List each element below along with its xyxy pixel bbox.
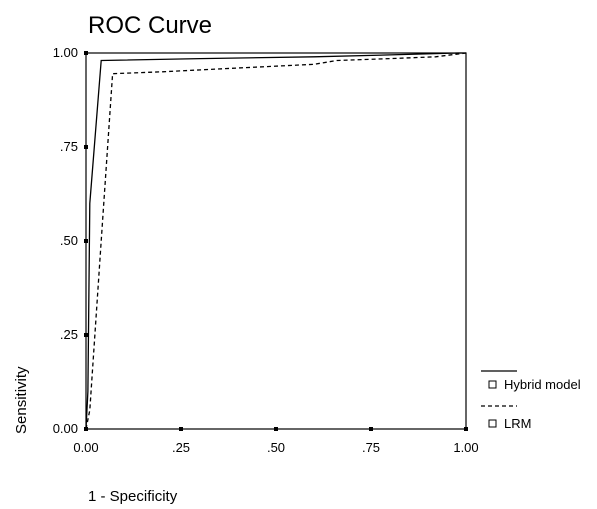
x-tick-mark — [369, 427, 373, 431]
y-tick-mark — [84, 239, 88, 243]
y-tick-label: 1.00 — [53, 45, 78, 60]
x-tick-label: .75 — [362, 440, 380, 455]
legend-marker-lrm — [488, 419, 497, 428]
legend: Hybrid model LRM — [481, 370, 581, 431]
y-tick-mark — [84, 333, 88, 337]
legend-label-lrm: LRM — [504, 416, 531, 431]
x-axis-label: 1 - Specificity — [88, 488, 178, 505]
y-tick-label: 0.00 — [53, 421, 78, 436]
x-axis-ticks: 0.00 .25 .50 .75 1.00 — [73, 427, 479, 455]
y-tick-label: .25 — [60, 327, 78, 342]
x-tick-mark — [464, 427, 468, 431]
x-tick-label: .50 — [267, 440, 285, 455]
series-line-hybrid-model — [85, 52, 466, 430]
y-tick-mark — [84, 145, 88, 149]
x-tick-mark — [274, 427, 278, 431]
x-tick-label: 0.00 — [73, 440, 98, 455]
x-tick-label: .25 — [172, 440, 190, 455]
y-axis-ticks: 0.00 .25 .50 .75 1.00 — [53, 45, 88, 436]
x-tick-mark — [179, 427, 183, 431]
y-axis-label: Sensitivity — [13, 366, 30, 434]
y-tick-label: .50 — [60, 233, 78, 248]
series-line-lrm — [85, 52, 467, 430]
series-layer — [85, 52, 467, 430]
x-tick-label: 1.00 — [453, 440, 478, 455]
plot-frame — [85, 52, 467, 430]
chart-title: ROC Curve — [88, 12, 212, 39]
legend-label-hybrid-model: Hybrid model — [504, 377, 581, 392]
y-tick-label: .75 — [60, 139, 78, 154]
legend-marker-hybrid-model — [488, 380, 497, 389]
y-tick-mark — [84, 51, 88, 55]
